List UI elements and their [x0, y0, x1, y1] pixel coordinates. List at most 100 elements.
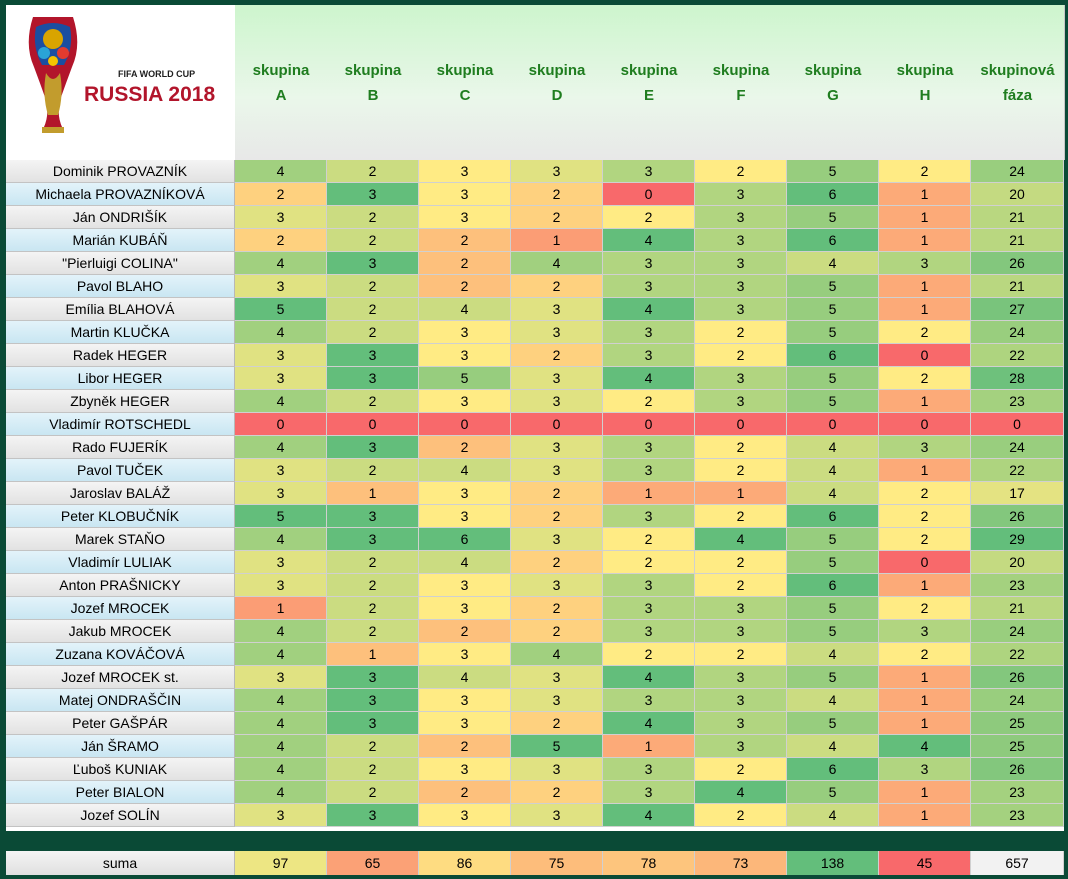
- score-cell: 3: [511, 758, 603, 781]
- score-cell: 3: [603, 781, 695, 804]
- score-cell: 4: [235, 643, 327, 666]
- score-cell: 21: [971, 206, 1064, 229]
- score-cell: 3: [603, 252, 695, 275]
- score-cell: 3: [235, 206, 327, 229]
- score-cell: 3: [419, 574, 511, 597]
- score-cell: 0: [511, 413, 603, 436]
- score-cell: 4: [787, 804, 879, 827]
- row-name: Ľuboš KUNIAK: [6, 758, 235, 781]
- row-name: Jaroslav BALÁŽ: [6, 482, 235, 505]
- score-cell: 3: [603, 620, 695, 643]
- score-cell: 26: [971, 505, 1064, 528]
- score-cell: 3: [511, 459, 603, 482]
- score-cell: 3: [235, 666, 327, 689]
- score-cell: 17: [971, 482, 1064, 505]
- score-cell: 0: [971, 413, 1064, 436]
- score-cell: 2: [879, 597, 971, 620]
- score-cell: 2: [235, 229, 327, 252]
- score-cell: 3: [419, 804, 511, 827]
- score-cell: 4: [603, 298, 695, 321]
- row-name: Jozef MROCEK st.: [6, 666, 235, 689]
- row-name: Radek HEGER: [6, 344, 235, 367]
- sum-cell: 86: [419, 851, 511, 875]
- score-cell: 4: [603, 367, 695, 390]
- row-name: Vladimír ROTSCHEDL: [6, 413, 235, 436]
- row-name: Matej ONDRAŠČIN: [6, 689, 235, 712]
- score-cell: 4: [235, 160, 327, 183]
- score-cell: 3: [327, 804, 419, 827]
- score-cell: 3: [879, 620, 971, 643]
- score-cell: 20: [971, 551, 1064, 574]
- score-cell: 4: [235, 735, 327, 758]
- score-cell: 2: [511, 712, 603, 735]
- score-cell: 3: [603, 689, 695, 712]
- score-cell: 3: [419, 321, 511, 344]
- score-cell: 0: [787, 413, 879, 436]
- score-cell: 5: [419, 367, 511, 390]
- score-cell: 1: [327, 482, 419, 505]
- score-cell: 4: [235, 620, 327, 643]
- score-cell: 24: [971, 321, 1064, 344]
- score-cell: 2: [327, 574, 419, 597]
- score-cell: 3: [419, 643, 511, 666]
- score-cell: 1: [695, 482, 787, 505]
- score-cell: 4: [235, 528, 327, 551]
- score-cell: 26: [971, 666, 1064, 689]
- score-cell: 3: [695, 275, 787, 298]
- column-header: skupina G: [787, 5, 880, 160]
- score-cell: 2: [419, 229, 511, 252]
- score-cell: 2: [511, 551, 603, 574]
- score-cell: 3: [603, 160, 695, 183]
- score-cell: 3: [695, 712, 787, 735]
- score-cell: 4: [603, 666, 695, 689]
- row-name: Peter BIALON: [6, 781, 235, 804]
- score-cell: 1: [879, 229, 971, 252]
- score-cell: 1: [879, 781, 971, 804]
- score-cell: 2: [419, 735, 511, 758]
- score-cell: 3: [695, 367, 787, 390]
- sum-cell: 78: [603, 851, 695, 875]
- score-cell: 3: [603, 459, 695, 482]
- score-cell: 2: [511, 597, 603, 620]
- score-cell: 2: [511, 275, 603, 298]
- score-cell: 3: [235, 482, 327, 505]
- score-cell: 2: [327, 390, 419, 413]
- score-cell: 3: [511, 367, 603, 390]
- score-cell: 1: [879, 275, 971, 298]
- score-cell: 3: [235, 804, 327, 827]
- score-cell: 3: [419, 344, 511, 367]
- score-cell: 4: [419, 551, 511, 574]
- sum-cell: 65: [327, 851, 419, 875]
- score-cell: 23: [971, 574, 1064, 597]
- column-header: skupina E: [603, 5, 696, 160]
- score-cell: 4: [695, 528, 787, 551]
- score-cell: 25: [971, 712, 1064, 735]
- score-cell: 3: [419, 206, 511, 229]
- score-cell: 3: [511, 436, 603, 459]
- score-cell: 2: [695, 436, 787, 459]
- score-cell: 2: [695, 505, 787, 528]
- score-cell: 3: [695, 390, 787, 413]
- score-cell: 24: [971, 689, 1064, 712]
- score-cell: 3: [511, 804, 603, 827]
- row-name: Libor HEGER: [6, 367, 235, 390]
- row-name: Pavol TUČEK: [6, 459, 235, 482]
- score-cell: 24: [971, 436, 1064, 459]
- row-name: Zuzana KOVÁČOVÁ: [6, 643, 235, 666]
- world-cup-logo: FIFA WORLD CUP RUSSIA 2018: [28, 17, 215, 133]
- score-cell: 22: [971, 344, 1064, 367]
- score-cell: 3: [511, 528, 603, 551]
- score-cell: 29: [971, 528, 1064, 551]
- score-cell: 4: [235, 252, 327, 275]
- score-cell: 5: [235, 505, 327, 528]
- row-name: Pavol BLAHO: [6, 275, 235, 298]
- score-cell: 1: [879, 712, 971, 735]
- score-cell: 3: [879, 252, 971, 275]
- score-cell: 1: [879, 689, 971, 712]
- score-cell: 3: [327, 183, 419, 206]
- row-name: Peter KLOBUČNÍK: [6, 505, 235, 528]
- score-cell: 2: [419, 275, 511, 298]
- score-cell: 24: [971, 160, 1064, 183]
- score-cell: 3: [511, 689, 603, 712]
